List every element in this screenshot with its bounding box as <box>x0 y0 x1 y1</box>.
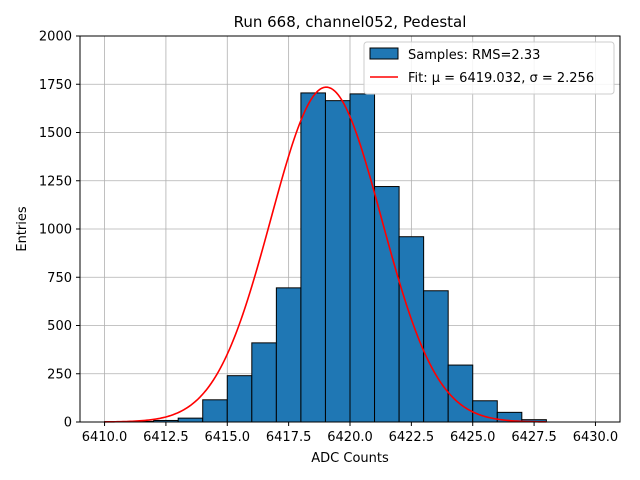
histogram-bar <box>349 93 376 423</box>
y-tick-label: 1500 <box>39 126 72 141</box>
x-axis-label: ADC Counts <box>311 451 389 466</box>
x-tick-label: 6425.0 <box>450 430 496 445</box>
histogram-bar <box>251 342 277 423</box>
x-tick-label: 6422.5 <box>389 430 435 445</box>
y-ticks: 0 250 500 750 1000 1250 1500 1750 2000 <box>39 30 80 431</box>
x-tick-label: 6420.0 <box>327 430 373 445</box>
legend-samples-label: Samples: RMS=2.33 <box>408 48 540 63</box>
histogram-bar <box>275 287 302 423</box>
y-tick-label: 2000 <box>39 30 72 45</box>
x-tick-label: 6417.5 <box>266 430 312 445</box>
fit-curve <box>104 86 547 423</box>
y-axis-label: Entries <box>15 206 30 252</box>
y-tick-label: 0 <box>64 416 72 431</box>
y-tick-label: 250 <box>47 367 72 382</box>
x-tick-label: 6427.5 <box>511 430 557 445</box>
y-tick-label: 500 <box>47 319 72 334</box>
x-tick-label: 6415.0 <box>205 430 251 445</box>
x-tick-label: 6410.0 <box>82 430 128 445</box>
histogram-bar <box>177 417 204 423</box>
legend: Samples: RMS=2.33 Fit: μ = 6419.032, σ =… <box>363 41 615 95</box>
histogram-bar <box>423 290 449 423</box>
histogram-bar <box>226 375 253 423</box>
legend-samples-swatch <box>369 47 399 60</box>
histogram-bar <box>202 399 228 423</box>
y-tick-label: 1750 <box>39 78 72 93</box>
legend-fit-label: Fit: μ = 6419.032, σ = 2.256 <box>408 71 594 86</box>
histogram-bar <box>300 92 326 423</box>
legend-box <box>363 41 615 95</box>
y-tick-label: 1000 <box>39 223 72 238</box>
bars <box>104 92 547 423</box>
y-tick-label: 750 <box>47 271 72 286</box>
y-tick-label: 1250 <box>39 174 72 189</box>
histogram-bar <box>374 186 400 423</box>
histogram-bar <box>398 236 425 423</box>
x-tick-label: 6412.5 <box>143 430 189 445</box>
histogram-bar <box>324 100 351 423</box>
chart-title: Run 668, channel052, Pedestal <box>234 13 467 31</box>
x-ticks: 6410.0 6412.5 6415.0 6417.5 6420.0 6422.5 6425… <box>82 422 618 445</box>
x-tick-label: 6430.0 <box>573 430 619 445</box>
histogram-bar <box>447 364 474 423</box>
